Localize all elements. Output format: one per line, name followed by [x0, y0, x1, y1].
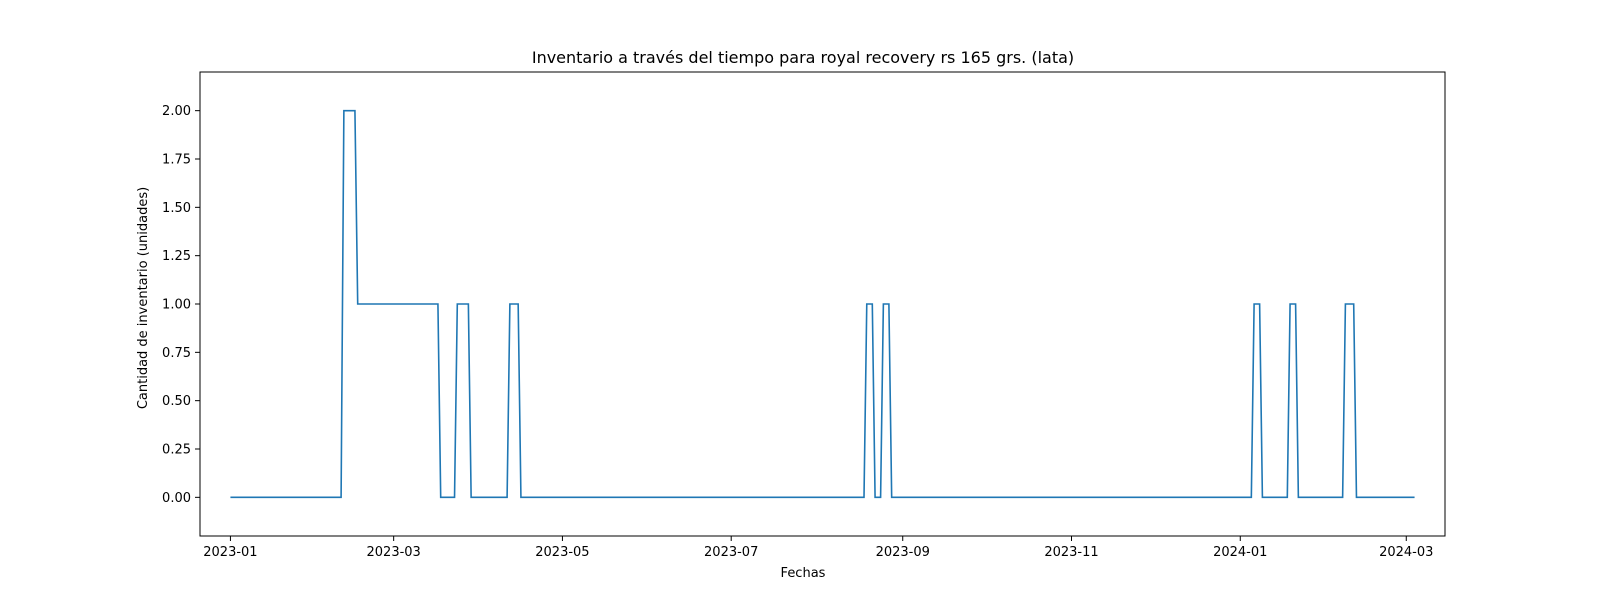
y-tick-label: 0.25 [162, 443, 191, 458]
y-tick-label: 1.00 [162, 298, 191, 313]
y-tick-label: 1.75 [162, 153, 191, 168]
y-tick-label: 0.75 [162, 346, 191, 361]
y-tick-label: 1.25 [162, 249, 191, 264]
y-axis-label: Cantidad de inventario (unidades) [136, 187, 151, 409]
y-tick-label: 1.50 [162, 201, 191, 216]
x-tick-label: 2023-05 [535, 545, 589, 560]
chart-title: Inventario a través del tiempo para roya… [532, 48, 1074, 67]
x-tick-label: 2023-11 [1044, 545, 1098, 560]
x-tick-label: 2023-01 [203, 545, 257, 560]
x-tick-label: 2024-03 [1379, 545, 1433, 560]
y-tick-label: 2.00 [162, 104, 191, 119]
x-tick-label: 2023-07 [704, 545, 758, 560]
x-tick-label: 2023-03 [367, 545, 421, 560]
x-tick-label: 2023-09 [876, 545, 930, 560]
plot-area: 2023-01 2023-03 2023-05 2023-07 2023-09 2023-… [162, 71, 1446, 560]
y-tick-label: 0.50 [162, 394, 191, 409]
y-tick-label: 0.00 [162, 491, 191, 506]
x-axis-label: Fechas [781, 566, 826, 581]
series-line [230, 109, 1415, 499]
x-tick-label: 2024-01 [1213, 545, 1267, 560]
